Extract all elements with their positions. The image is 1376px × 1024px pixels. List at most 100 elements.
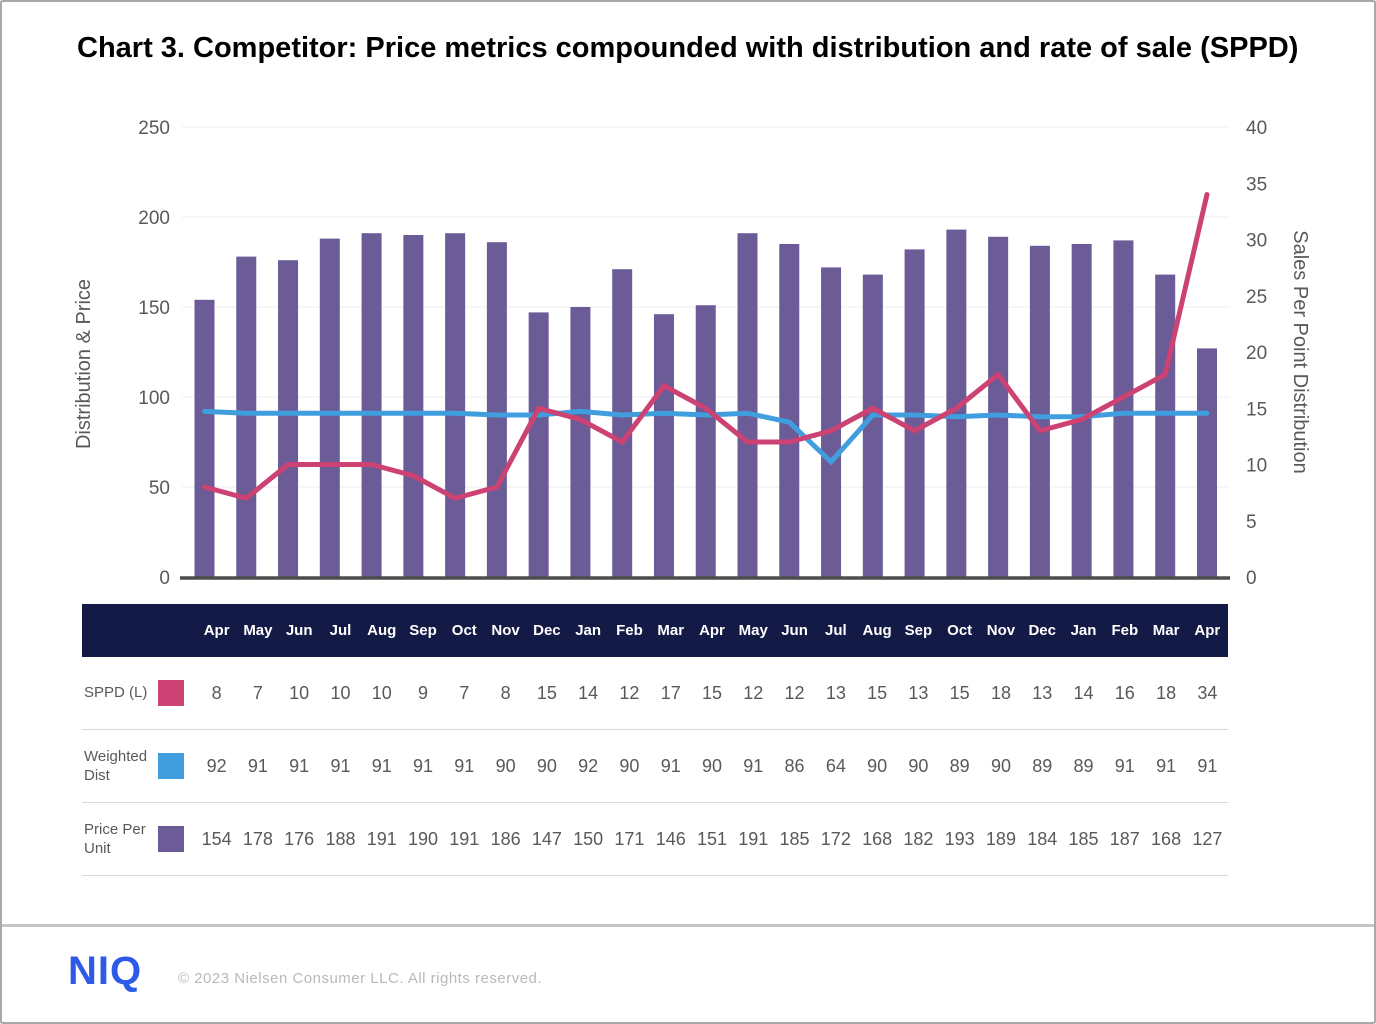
table-cell: 91 bbox=[1197, 755, 1218, 776]
month-header-cell: Nov bbox=[491, 622, 520, 639]
table-cell: 90 bbox=[701, 755, 722, 776]
table-cell: 86 bbox=[784, 755, 805, 776]
table-cell: 9 bbox=[418, 682, 429, 703]
table-cell: 193 bbox=[944, 828, 975, 849]
price-bar bbox=[570, 307, 591, 577]
row-label: Weighted Dist bbox=[84, 747, 148, 785]
table-cell: 89 bbox=[1032, 755, 1053, 776]
table-cell: 10 bbox=[289, 682, 310, 703]
table-cell: 91 bbox=[247, 755, 268, 776]
table-cell: 13 bbox=[908, 682, 929, 703]
combo-chart: 0 50 100 150 200 250 0 5 10 15 20 25 30 35 40 Distrib… bbox=[73, 118, 1311, 589]
table-cell: 89 bbox=[949, 755, 970, 776]
month-header-cell: Apr bbox=[699, 622, 725, 639]
month-header-cell: Mar bbox=[657, 622, 685, 639]
table-cell: 168 bbox=[1151, 828, 1182, 849]
right-tick-label: 40 bbox=[1246, 118, 1267, 139]
price-bar bbox=[403, 235, 424, 577]
table-cell: 146 bbox=[655, 828, 686, 849]
price-bar bbox=[528, 312, 549, 577]
legend-swatch-icon bbox=[158, 826, 184, 852]
table-cell: 191 bbox=[449, 828, 480, 849]
table-cell: 64 bbox=[825, 755, 846, 776]
table-cell: 190 bbox=[408, 828, 439, 849]
month-header-cell: Jun bbox=[285, 622, 313, 639]
table-cell: 12 bbox=[743, 682, 764, 703]
month-header-cell: Nov bbox=[986, 622, 1016, 639]
table-cell: 90 bbox=[908, 755, 929, 776]
table-row: Price Per Unit 154 178 176 188 191 190 191 186 14… bbox=[82, 803, 1228, 876]
copyright-text: © 2023 Nielsen Consumer LLC. All rights … bbox=[178, 970, 543, 987]
table-cell: 90 bbox=[495, 755, 516, 776]
table-cell: 91 bbox=[289, 755, 310, 776]
table-cell: 91 bbox=[1156, 755, 1177, 776]
table-cell: 171 bbox=[614, 828, 645, 849]
right-axis-ticks: 0 5 10 15 20 25 30 35 40 bbox=[1246, 118, 1267, 589]
month-header-cell: Jul bbox=[824, 622, 847, 639]
table-cell: 10 bbox=[371, 682, 392, 703]
price-bar bbox=[653, 314, 674, 577]
month-header-cell: May bbox=[243, 622, 273, 639]
table-cell: 189 bbox=[985, 828, 1016, 849]
sppd-l-line bbox=[202, 192, 1210, 501]
right-tick-label: 30 bbox=[1246, 231, 1267, 252]
left-axis-title: Distribution & Price bbox=[73, 279, 95, 449]
chart-title: Chart 3. Competitor: Price metrics compo… bbox=[77, 32, 1299, 64]
right-tick-label: 15 bbox=[1246, 399, 1267, 420]
left-tick-label: 250 bbox=[138, 118, 170, 139]
row-label: SPPD (L) bbox=[84, 684, 148, 702]
left-tick-label: 200 bbox=[138, 208, 170, 229]
price-bar bbox=[1029, 245, 1050, 578]
table-cell: 154 bbox=[201, 828, 232, 849]
month-header-cell: Aug bbox=[862, 622, 892, 639]
price-bar bbox=[1155, 274, 1176, 577]
legend-swatch-icon bbox=[158, 753, 184, 779]
month-header-cell: Aug bbox=[367, 622, 397, 639]
table-cell: 15 bbox=[867, 682, 888, 703]
table-cell: 91 bbox=[743, 755, 764, 776]
table-cell: 191 bbox=[738, 828, 769, 849]
weighted-dist-line bbox=[202, 408, 1210, 466]
table-cell: 17 bbox=[660, 682, 681, 703]
month-header-cell: Oct bbox=[451, 622, 477, 639]
right-tick-label: 0 bbox=[1246, 568, 1257, 589]
price-bar bbox=[236, 256, 257, 577]
right-tick-label: 35 bbox=[1246, 174, 1267, 195]
table-cell: 16 bbox=[1114, 682, 1135, 703]
price-bar bbox=[695, 305, 716, 577]
table-cell: 147 bbox=[531, 828, 562, 849]
table-cell: 150 bbox=[573, 828, 604, 849]
table-cell: 185 bbox=[1068, 828, 1099, 849]
table-cell: 182 bbox=[903, 828, 934, 849]
left-axis-ticks: 0 50 100 150 200 250 bbox=[138, 118, 170, 589]
left-tick-label: 50 bbox=[149, 478, 170, 499]
price-bar bbox=[612, 269, 633, 577]
month-header-cell: Sep bbox=[904, 622, 933, 639]
left-tick-label: 100 bbox=[138, 388, 170, 409]
month-header-cell: Apr bbox=[203, 622, 230, 639]
table-row: SPPD (L) 8 7 10 10 10 9 7 8 15 14 12 17 15 12 12 13 15 13 1… bbox=[82, 657, 1228, 730]
month-header-cell: Dec bbox=[1028, 622, 1056, 639]
table-cell: 18 bbox=[1156, 682, 1177, 703]
data-table: Apr May Jun Jul Aug Sep Oct Nov Dec Jan Feb Mar Apr M… bbox=[82, 604, 1228, 876]
right-tick-label: 5 bbox=[1246, 512, 1257, 533]
month-header-cells: Apr May Jun Jul Aug Sep Oct Nov Dec Jan Feb Mar Apr M… bbox=[196, 622, 1228, 639]
table-cell: 168 bbox=[862, 828, 893, 849]
month-header-cell: Feb bbox=[616, 622, 643, 639]
legend-swatch-wrap bbox=[158, 753, 196, 779]
table-cell: 184 bbox=[1027, 828, 1058, 849]
month-header-cell: May bbox=[738, 622, 768, 639]
table-cell: 15 bbox=[701, 682, 722, 703]
price-bar bbox=[319, 238, 340, 577]
niq-logo: NIQ bbox=[68, 949, 143, 993]
table-cell: 90 bbox=[619, 755, 640, 776]
month-header-cell: Oct bbox=[947, 622, 973, 639]
table-cell: 90 bbox=[536, 755, 557, 776]
table-cell: 15 bbox=[536, 682, 557, 703]
price-bar bbox=[278, 260, 299, 577]
table-cell: 92 bbox=[578, 755, 599, 776]
table-cell: 187 bbox=[1109, 828, 1140, 849]
table-cell: 91 bbox=[660, 755, 681, 776]
month-header-cell: Feb bbox=[1111, 622, 1139, 639]
